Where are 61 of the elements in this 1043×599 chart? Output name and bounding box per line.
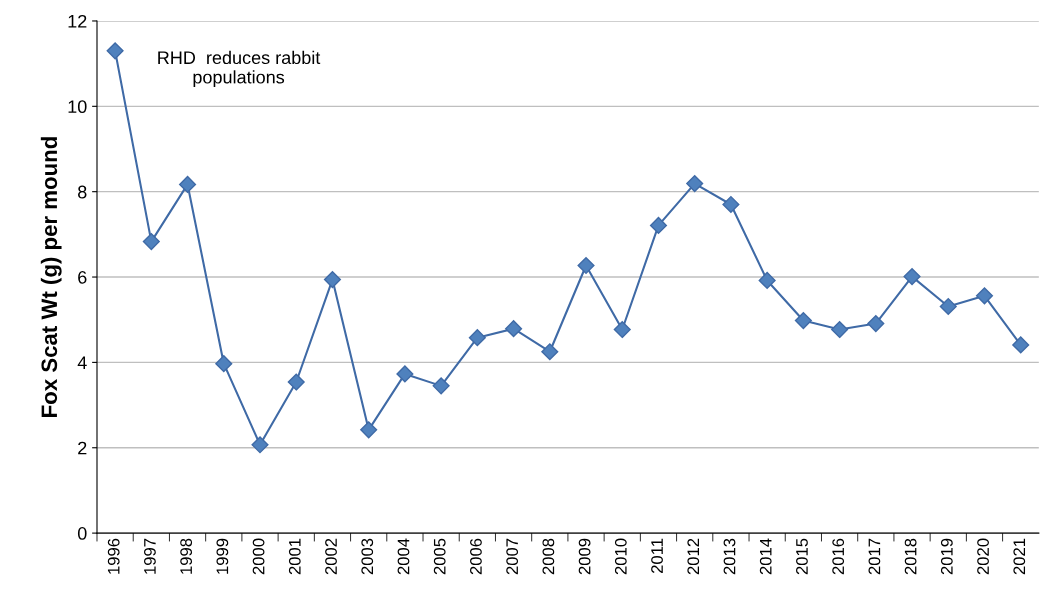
x-tick-label: 2017	[868, 538, 881, 575]
point	[179, 175, 197, 193]
point	[323, 271, 342, 289]
x-tick-label: 2010	[614, 538, 627, 575]
point	[541, 343, 559, 361]
x-tick-label: 2009	[578, 538, 591, 575]
point	[505, 320, 523, 338]
y-tick-label: 2	[78, 441, 87, 455]
y-tick-label: 10	[68, 100, 87, 114]
point	[649, 216, 668, 234]
x-tick-label: 2020	[977, 538, 989, 575]
x-tick-label: 1997	[144, 538, 156, 574]
point	[867, 315, 885, 333]
point	[468, 329, 486, 347]
x-tick-label: 2019	[940, 538, 953, 575]
y-tick-label: 12	[68, 14, 87, 28]
point	[758, 271, 776, 290]
x-tick-label: 2007	[506, 538, 519, 575]
x-tick-label: 2005	[433, 538, 446, 575]
x-tick-label: 1998	[180, 538, 193, 574]
x-tick-label: 2008	[542, 538, 555, 575]
x-tick-label: 2004	[397, 538, 410, 575]
x-tick-label: 2000	[252, 538, 265, 575]
point	[1012, 336, 1030, 354]
y-axis-title: Fox Scat Wt (g) per mound	[40, 137, 62, 417]
point	[106, 42, 124, 60]
x-tick-label: 2014	[759, 538, 772, 575]
point	[722, 195, 740, 214]
y-tick-label: 6	[78, 270, 87, 284]
x-tick-label: 1996	[107, 538, 120, 574]
x-tick-label: 2011	[651, 538, 663, 573]
point	[831, 320, 849, 339]
point	[975, 287, 994, 305]
point	[251, 436, 269, 454]
x-tick-label: 1999	[216, 538, 229, 574]
x-tick-label: 2003	[361, 538, 374, 575]
point	[577, 256, 595, 275]
x-tick-label: 2012	[687, 538, 700, 575]
point	[686, 175, 704, 193]
point	[613, 320, 631, 339]
x-tick-label: 2001	[288, 538, 301, 575]
x-tick-label: 2013	[723, 538, 736, 575]
x-tick-label: 2018	[904, 538, 917, 575]
annotation: RHD reduces rabbit populations	[158, 50, 321, 88]
x-tick-label: 2021	[1013, 538, 1026, 575]
y-tick-label: 4	[77, 356, 87, 369]
x-tick-label: 2006	[470, 538, 482, 575]
x-tick-label: 2016	[832, 538, 845, 575]
point	[903, 268, 921, 286]
point	[215, 355, 233, 373]
x-tick-label: 2002	[325, 538, 337, 575]
y-tick-label: 8	[78, 185, 87, 199]
point	[396, 365, 414, 383]
point	[432, 377, 450, 395]
point	[360, 421, 378, 439]
point	[794, 312, 812, 330]
y-tick-label: 0	[77, 527, 87, 540]
point	[142, 233, 160, 251]
point	[939, 297, 957, 316]
x-tick-label: 2015	[796, 538, 808, 575]
point	[287, 373, 305, 391]
